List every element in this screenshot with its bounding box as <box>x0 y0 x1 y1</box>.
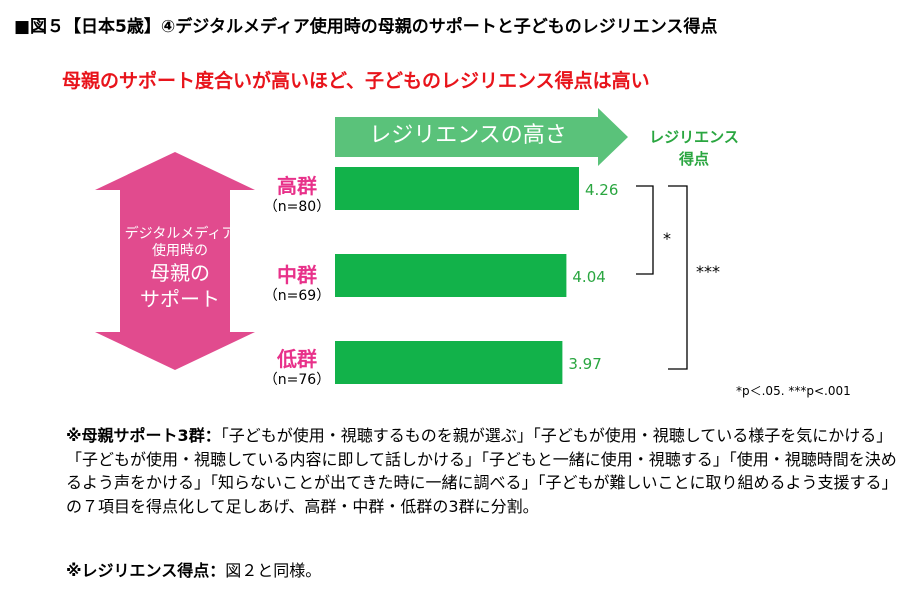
category-mid: 中群 （n=69） <box>252 263 342 305</box>
chart-subtitle: 母親のサポート度合いが高いほど、子どものレジリエンス得点は高い <box>62 70 650 92</box>
category-count: （n=69） <box>263 288 331 304</box>
resilience-score-label: レジリエンス 得点 <box>632 126 756 170</box>
significance-bracket-high-low <box>668 185 688 370</box>
category-low: 低群 （n=76） <box>252 347 342 389</box>
support-arrow-label: デジタルメディア 使用時の 母親の サポート <box>104 226 256 312</box>
category-label: 中群 <box>277 263 317 287</box>
support-arrow-line1: デジタルメディア <box>124 226 236 242</box>
bar-1 <box>335 167 579 210</box>
resilience-score-label-line1: レジリエンス <box>649 128 739 146</box>
note-support-groups-text: 「子どもが使用・視聴するものを親が選ぶ」「子どもが使用・視聴している様子を気にか… <box>66 426 898 516</box>
bar-value-label-3: 3.97 <box>568 355 601 373</box>
note-resilience-score-label: ※レジリエンス得点： <box>66 561 226 580</box>
p-value-note: *p＜.05. ***p<.001 <box>736 384 851 398</box>
support-arrow-line4: サポート <box>140 287 220 311</box>
category-high: 高群 （n=80） <box>252 174 342 216</box>
note-support-groups-label: ※母親サポート3群： <box>66 426 221 445</box>
significance-bracket-high-mid <box>636 185 654 275</box>
category-count: （n=76） <box>263 372 331 388</box>
bar-value-label-1: 4.26 <box>585 181 618 199</box>
resilience-arrow-label: レジリエンスの高さ <box>369 123 567 148</box>
resilience-score-label-line2: 得点 <box>678 150 709 168</box>
note-resilience-score: ※レジリエンス得点：図２と同様。 <box>66 557 321 581</box>
category-count: （n=80） <box>263 199 331 215</box>
bar-value-label-2: 4.04 <box>572 268 605 286</box>
category-label: 低群 <box>277 347 317 371</box>
note-support-groups: ※母親サポート3群：「子どもが使用・視聴するものを親が選ぶ」「子どもが使用・視聴… <box>66 424 904 518</box>
significance-label-high-low: *** <box>696 262 720 281</box>
category-label: 高群 <box>277 174 317 198</box>
support-double-arrow <box>95 152 255 370</box>
figure-title: ■図５【日本5歳】④デジタルメディア使用時の母親のサポートと子どものレジリエンス… <box>14 17 718 37</box>
bar-2 <box>335 254 567 297</box>
resilience-arrow <box>335 108 628 166</box>
significance-label-high-mid: * <box>663 229 671 248</box>
support-arrow-line2: 使用時の <box>152 243 208 259</box>
bar-3 <box>335 341 563 384</box>
note-resilience-score-text: 図２と同様。 <box>225 561 322 580</box>
support-arrow-line3: 母親の <box>150 261 210 285</box>
